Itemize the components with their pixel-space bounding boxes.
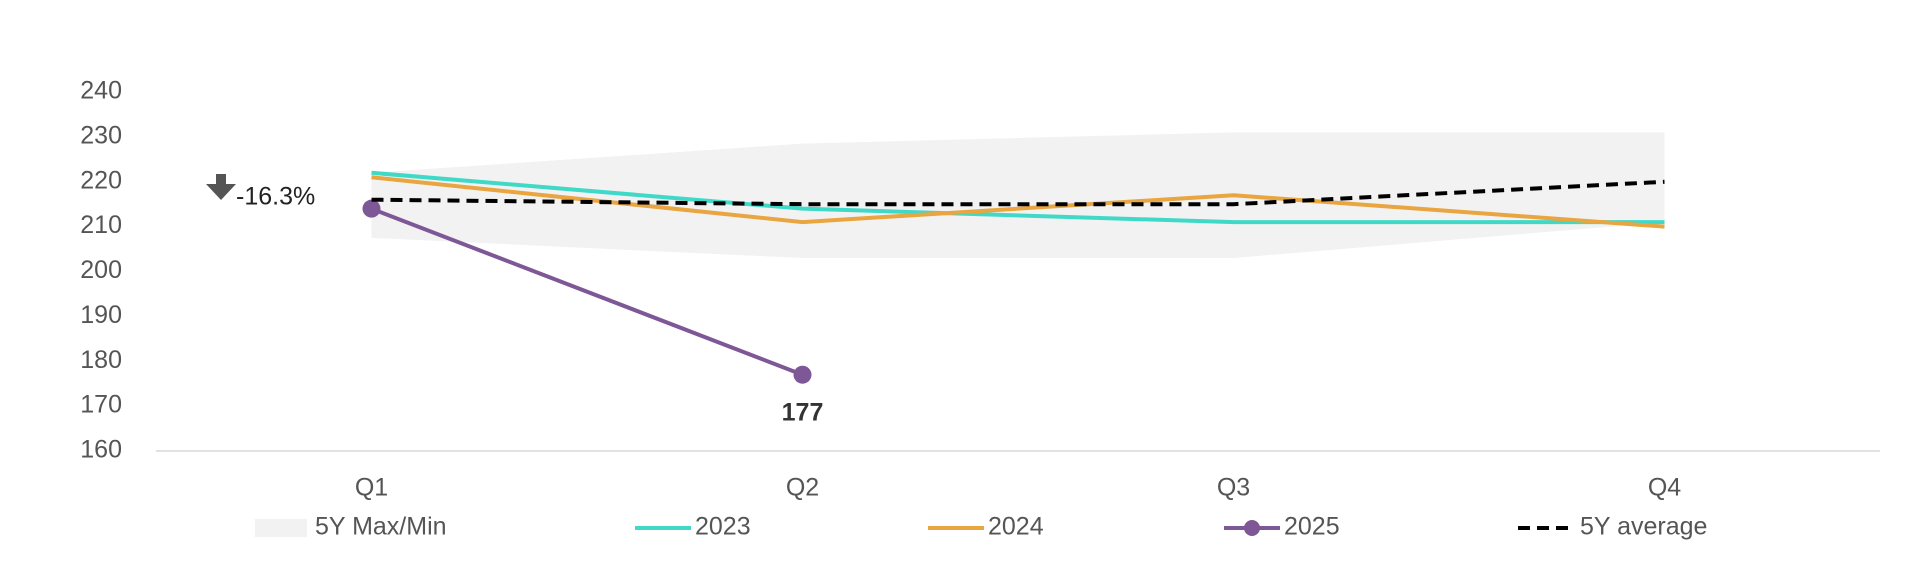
- legend-swatch: [255, 519, 307, 537]
- legend-marker: [1244, 520, 1260, 536]
- y-tick-label: 170: [80, 391, 122, 419]
- legend-label: 5Y average: [1580, 513, 1707, 541]
- x-tick-label: Q2: [786, 474, 819, 502]
- range-band: [371, 132, 1665, 259]
- annotation: -16.3%: [236, 183, 315, 211]
- legend-label: 5Y Max/Min: [315, 513, 447, 541]
- x-tick-label: Q4: [1648, 474, 1681, 502]
- y-tick-label: 220: [80, 166, 122, 194]
- series-line: [371, 175, 1665, 229]
- y-tick-label: 190: [80, 301, 122, 329]
- x-tick-label: Q1: [355, 474, 388, 502]
- legend-label: 2024: [988, 513, 1044, 541]
- legend-label: 2025: [1284, 513, 1340, 541]
- x-tick-label: Q3: [1217, 474, 1250, 502]
- series-marker: [362, 199, 381, 218]
- y-tick-label: 240: [80, 77, 122, 105]
- data-label: 177: [782, 398, 824, 426]
- series-marker: [793, 365, 812, 384]
- series-line: [371, 170, 1665, 225]
- down-arrow-icon: [206, 174, 236, 200]
- y-tick-label: 230: [80, 121, 122, 149]
- legend-label: 2023: [695, 513, 751, 541]
- y-tick-label: 200: [80, 256, 122, 284]
- y-tick-label: 180: [80, 346, 122, 374]
- series-line: [370, 206, 804, 377]
- y-tick-label: 210: [80, 211, 122, 239]
- y-tick-label: 160: [80, 436, 122, 464]
- series-line: [371, 179, 1665, 207]
